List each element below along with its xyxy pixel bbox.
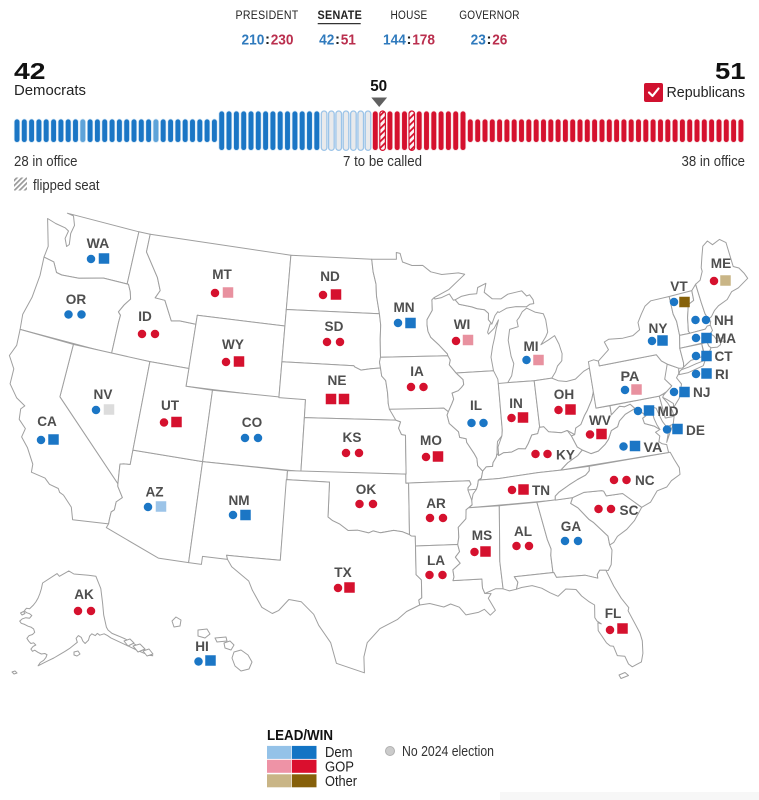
- svg-text:NH: NH: [714, 312, 734, 328]
- svg-text:42: 42: [14, 58, 46, 84]
- svg-text:Republicans: Republicans: [667, 84, 746, 101]
- svg-text:LEAD/WIN: LEAD/WIN: [267, 727, 333, 744]
- svg-text:UT: UT: [161, 397, 180, 413]
- svg-text:NV: NV: [94, 386, 114, 402]
- svg-text::: :: [335, 31, 340, 48]
- svg-text:GA: GA: [561, 518, 581, 534]
- svg-text:ID: ID: [138, 308, 152, 324]
- svg-text:28 in office: 28 in office: [14, 153, 78, 170]
- svg-text:VA: VA: [644, 439, 663, 455]
- svg-text:MS: MS: [472, 527, 492, 543]
- svg-text:GOP: GOP: [325, 760, 354, 776]
- svg-text:NJ: NJ: [693, 384, 710, 400]
- svg-text:51: 51: [715, 58, 746, 84]
- svg-text:AK: AK: [74, 586, 94, 602]
- svg-text:MT: MT: [212, 266, 232, 282]
- svg-text:7 to be called: 7 to be called: [343, 153, 422, 170]
- svg-text:CA: CA: [37, 413, 57, 429]
- svg-text:flipped seat: flipped seat: [33, 177, 100, 194]
- svg-text:MI: MI: [523, 338, 538, 354]
- svg-text:NM: NM: [228, 492, 249, 508]
- svg-text:IL: IL: [470, 397, 483, 413]
- svg-text:TN: TN: [532, 482, 550, 498]
- svg-text:NY: NY: [649, 320, 669, 336]
- svg-text:AL: AL: [514, 523, 533, 539]
- svg-text:Democrats: Democrats: [14, 82, 86, 99]
- svg-text:GOVERNOR: GOVERNOR: [459, 10, 520, 22]
- svg-text:AZ: AZ: [145, 484, 164, 500]
- svg-text:OH: OH: [554, 386, 574, 402]
- svg-text:144: 144: [383, 32, 406, 49]
- svg-text:MA: MA: [715, 330, 736, 346]
- svg-text:26: 26: [492, 32, 507, 49]
- svg-text:OR: OR: [66, 291, 86, 307]
- svg-text:NE: NE: [328, 372, 347, 388]
- svg-text:Dem: Dem: [325, 745, 353, 761]
- svg-text:LA: LA: [427, 552, 445, 568]
- svg-text:WA: WA: [87, 235, 110, 251]
- svg-text::: :: [487, 31, 492, 48]
- svg-text:50: 50: [370, 78, 387, 95]
- svg-text:PRESIDENT: PRESIDENT: [236, 10, 299, 22]
- svg-text:51: 51: [341, 32, 356, 49]
- svg-text:42: 42: [319, 32, 334, 49]
- svg-text:WI: WI: [454, 316, 471, 332]
- svg-text:PA: PA: [621, 368, 640, 384]
- svg-text:CO: CO: [242, 414, 263, 430]
- svg-text:HI: HI: [195, 638, 209, 654]
- svg-text:23: 23: [471, 32, 486, 49]
- svg-text:NC: NC: [635, 472, 655, 488]
- svg-text:VT: VT: [670, 278, 688, 294]
- svg-text:HOUSE: HOUSE: [391, 10, 428, 22]
- svg-text:Other: Other: [325, 774, 357, 790]
- svg-text:MD: MD: [658, 403, 679, 419]
- svg-text:CT: CT: [715, 348, 734, 364]
- svg-text:SD: SD: [325, 318, 344, 334]
- svg-text::: :: [407, 31, 412, 48]
- svg-text:38 in office: 38 in office: [682, 153, 746, 170]
- svg-text:210: 210: [242, 32, 265, 49]
- svg-text:MN: MN: [393, 299, 414, 315]
- svg-text:MO: MO: [420, 432, 442, 448]
- svg-text:KS: KS: [343, 429, 362, 445]
- svg-text:WV: WV: [589, 412, 612, 428]
- svg-text:DE: DE: [686, 422, 705, 438]
- svg-text:KY: KY: [556, 447, 576, 463]
- svg-text:WY: WY: [222, 336, 245, 352]
- svg-text:SENATE: SENATE: [318, 10, 363, 22]
- svg-text:IA: IA: [410, 363, 424, 379]
- svg-text:AR: AR: [426, 495, 446, 511]
- svg-text:TX: TX: [334, 564, 352, 580]
- svg-text:No 2024 election: No 2024 election: [402, 743, 494, 760]
- svg-text:OK: OK: [356, 481, 376, 497]
- svg-text:RI: RI: [715, 366, 729, 382]
- svg-text:ME: ME: [711, 255, 731, 271]
- svg-text:SC: SC: [620, 502, 639, 518]
- svg-text:ND: ND: [320, 268, 340, 284]
- svg-text:178: 178: [412, 32, 435, 49]
- svg-text:FL: FL: [605, 605, 622, 621]
- svg-text::: :: [265, 31, 270, 48]
- svg-text:IN: IN: [509, 395, 523, 411]
- svg-text:230: 230: [271, 32, 294, 49]
